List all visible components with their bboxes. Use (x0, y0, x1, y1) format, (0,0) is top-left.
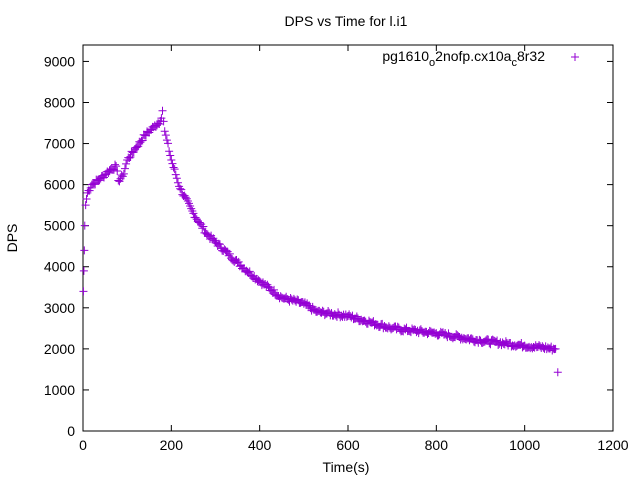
data-point (92, 175, 101, 184)
data-point (270, 285, 279, 294)
y-tick-label: 8000 (44, 94, 75, 110)
chart-title: DPS vs Time for l.i1 (285, 13, 408, 29)
data-point (122, 159, 131, 168)
x-tick-label: 400 (248, 437, 272, 453)
data-point (125, 153, 134, 162)
data-point (138, 136, 147, 145)
data-point (551, 344, 560, 353)
data-point (324, 306, 333, 315)
data-point (134, 142, 143, 151)
x-tick-label: 200 (160, 437, 184, 453)
y-tick-label: 1000 (44, 382, 75, 398)
data-point (160, 127, 169, 136)
data-point (126, 152, 135, 161)
data-point (167, 155, 176, 164)
data-point (136, 138, 145, 147)
data-point (225, 249, 234, 258)
data-point (198, 224, 207, 233)
data-point (166, 151, 175, 160)
y-tick-label: 3000 (44, 300, 75, 316)
y-tick-label: 4000 (44, 259, 75, 275)
data-point (169, 163, 178, 172)
data-point (91, 180, 100, 189)
data-point (152, 121, 161, 130)
data-point (501, 337, 510, 346)
data-point (199, 222, 208, 231)
plot-frame (82, 44, 614, 432)
legend-label: pg1610o2nofp.cx10ac8r32 (382, 48, 545, 69)
data-point (133, 142, 142, 151)
data-point (388, 324, 397, 333)
data-point (119, 169, 128, 178)
data-point (120, 164, 129, 173)
y-tick-label: 9000 (44, 53, 75, 69)
y-tick-label: 2000 (44, 341, 75, 357)
data-point (161, 131, 170, 140)
data-point (221, 246, 230, 255)
x-axis-label: Time(s) (323, 459, 370, 475)
data-point (171, 170, 180, 179)
data-point (234, 257, 243, 266)
x-tick-label: 1200 (597, 437, 628, 453)
data-point (533, 342, 542, 351)
data-point (112, 162, 121, 171)
legend-marker-plus (571, 53, 579, 61)
data-point (95, 176, 104, 185)
legend-marker-icon (571, 53, 579, 61)
data-point (553, 368, 562, 377)
x-tick-label: 0 (79, 437, 87, 453)
data-point (203, 230, 212, 239)
y-axis-label: DPS (4, 224, 20, 253)
data-point (191, 213, 200, 222)
data-point (245, 267, 254, 276)
data-point (168, 159, 177, 168)
data-point (154, 119, 163, 128)
data-point (79, 266, 88, 275)
x-tick-label: 800 (425, 437, 449, 453)
y-tick-label: 0 (67, 423, 75, 439)
data-point (511, 342, 520, 351)
data-point (117, 171, 126, 180)
data-point (215, 240, 224, 249)
data-point (132, 143, 140, 152)
data-point (135, 137, 144, 146)
data-point (143, 127, 152, 136)
data-point (170, 165, 179, 174)
data-point (162, 136, 171, 145)
data-point (196, 218, 205, 227)
y-tick-label: 5000 (44, 218, 75, 234)
data-point (486, 340, 495, 349)
data-point (352, 312, 361, 321)
data-point (173, 178, 182, 187)
data-point (82, 195, 91, 204)
y-tick-label: 6000 (44, 177, 75, 193)
data-point (254, 276, 263, 285)
legend: pg1610o2nofp.cx10ac8r32 (382, 48, 579, 69)
data-point (319, 307, 328, 316)
data-point (80, 221, 89, 230)
data-point (159, 117, 168, 126)
x-tick-label: 1000 (509, 437, 540, 453)
data-point (189, 209, 198, 218)
data-point (255, 277, 264, 286)
data-point (113, 167, 122, 176)
data-point (164, 139, 173, 148)
data-point (176, 184, 185, 193)
data-point (81, 201, 90, 210)
data-point (114, 176, 123, 185)
data-point (214, 239, 223, 248)
data-point (165, 147, 174, 156)
data-point (177, 185, 186, 194)
y-tick-label: 7000 (44, 136, 75, 152)
x-tick-label: 600 (336, 437, 360, 453)
data-point (79, 287, 88, 296)
data-point (80, 246, 89, 255)
data-point (172, 174, 181, 183)
data-point (158, 106, 167, 115)
data-point (111, 160, 120, 169)
